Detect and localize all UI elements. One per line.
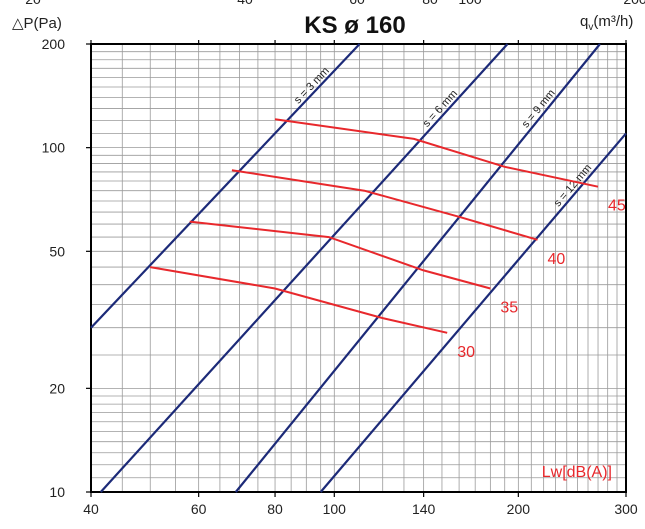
ticks: 40 60 80 100 140 200 300 10 20 50 100 200 20 40 60 80 10… — [25, 0, 645, 517]
top-tick-label: 100 — [458, 0, 482, 7]
x-tick-label: 100 — [323, 501, 347, 517]
lw-line-label: 30 — [457, 344, 475, 361]
x-tick-label: 60 — [191, 501, 207, 517]
s-line — [99, 43, 509, 493]
s-lines: s = 3 mms = 6 mm s = 9 mms = 12 mm — [90, 43, 627, 493]
lw-line — [150, 266, 448, 334]
top-tick-label: 80 — [422, 0, 438, 7]
s-line-label: s = 9 mm — [520, 87, 558, 130]
y-tick-label: 50 — [49, 243, 65, 259]
top-tick-label: 60 — [349, 0, 365, 7]
lw-line — [189, 220, 491, 290]
legend-lw-label: Lw[dB(A)] — [542, 464, 612, 481]
top-tick-label: 200 — [623, 0, 645, 7]
lw-line-label: 45 — [608, 198, 626, 215]
lw-line-label: 40 — [548, 251, 566, 268]
s-line — [319, 132, 627, 493]
x-axis-title: qv(m³/h) — [580, 13, 633, 33]
y-tick-label: 200 — [42, 36, 66, 52]
y-tick-label: 10 — [49, 484, 65, 500]
top-tick-label: 20 — [25, 0, 41, 7]
lw-line-label: 35 — [500, 299, 518, 316]
grid — [91, 44, 626, 492]
chart-title: KS ø 160 — [304, 12, 405, 39]
lw-lines: 30 35 40 45 — [150, 118, 626, 361]
x-tick-label: 40 — [83, 501, 99, 517]
x-tick-label: 200 — [507, 501, 531, 517]
s-line-label: s = 3 mm — [292, 65, 332, 106]
lw-line — [231, 169, 538, 241]
top-tick-label: 40 — [237, 0, 253, 7]
labels: KS ø 160 △P(Pa) qv(m³/h) Lw[dB(A)] — [12, 12, 633, 481]
y-axis-title: △P(Pa) — [12, 15, 62, 32]
s-line — [90, 43, 361, 329]
x-tick-label: 300 — [614, 501, 638, 517]
x-tick-label: 140 — [412, 501, 436, 517]
x-tick-label: 80 — [267, 501, 283, 517]
y-tick-label: 20 — [49, 380, 65, 396]
lw-line — [274, 118, 599, 188]
y-tick-label: 100 — [42, 140, 66, 156]
